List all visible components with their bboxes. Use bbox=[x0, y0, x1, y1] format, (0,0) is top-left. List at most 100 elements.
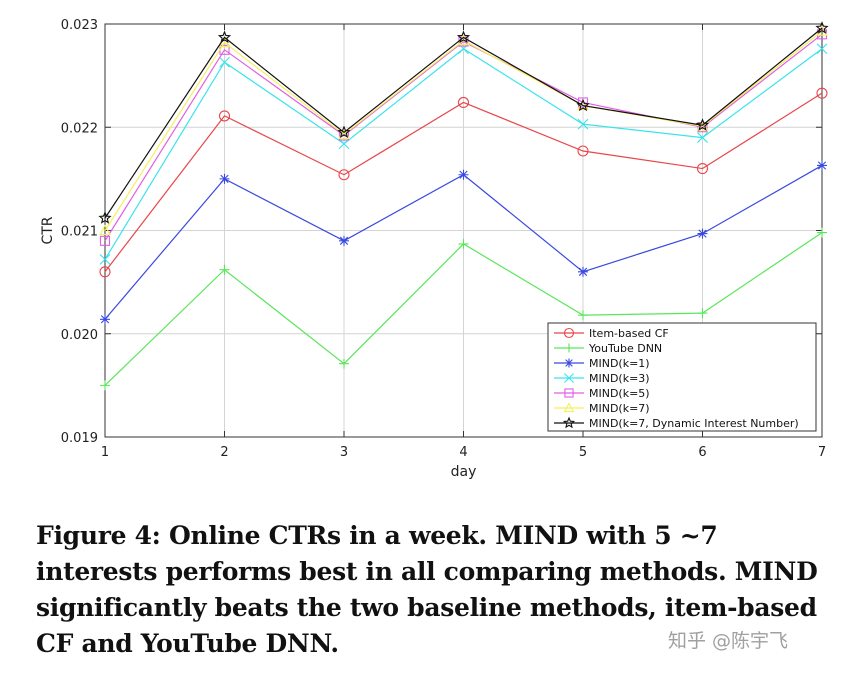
data-point-mind-k-1 bbox=[100, 314, 110, 325]
data-point-mind-k-3 bbox=[697, 132, 708, 143]
marker-shape bbox=[696, 163, 709, 175]
marker-shape bbox=[100, 380, 110, 391]
data-point-mind-k-3 bbox=[99, 254, 111, 265]
data-point-mind-k-1 bbox=[219, 173, 230, 184]
data-point-youtube-dnn bbox=[578, 310, 588, 321]
marker-shape bbox=[218, 110, 231, 122]
marker-shape bbox=[99, 235, 111, 246]
data-point-youtube-dnn bbox=[458, 238, 469, 249]
marker-shape bbox=[338, 130, 350, 141]
data-point-mind-k-1 bbox=[339, 235, 349, 246]
marker-shape bbox=[458, 238, 469, 249]
marker-shape bbox=[577, 118, 589, 130]
x-tick-label: 3 bbox=[340, 445, 348, 460]
data-point-mind-k-5 bbox=[697, 122, 708, 133]
legend-box bbox=[547, 322, 817, 432]
marker-shape bbox=[563, 402, 575, 413]
legend-marker bbox=[562, 416, 576, 429]
data-point-mind-k-1 bbox=[458, 169, 469, 180]
marker-shape bbox=[697, 132, 708, 143]
data-point-mind-k-7-dynamic-interest-number bbox=[337, 125, 351, 139]
marker-shape bbox=[100, 314, 110, 325]
data-point-youtube-dnn bbox=[100, 380, 110, 391]
legend-label: MIND(k=5) bbox=[589, 387, 650, 400]
series-line-item-based-cf bbox=[104, 92, 823, 273]
data-point-youtube-dnn bbox=[219, 264, 230, 275]
data-point-mind-k-1 bbox=[817, 160, 827, 171]
marker-shape bbox=[816, 43, 828, 55]
legend-label: MIND(k=1) bbox=[589, 357, 650, 370]
data-point-mind-k-1 bbox=[578, 266, 588, 277]
marker-shape bbox=[458, 43, 469, 55]
data-point-mind-k-7-dynamic-interest-number bbox=[815, 21, 829, 34]
marker-shape bbox=[219, 264, 230, 275]
legend-label: MIND(k=3) bbox=[589, 372, 650, 385]
marker-shape bbox=[217, 30, 232, 44]
marker-shape bbox=[458, 169, 469, 180]
data-point-mind-k-1 bbox=[697, 228, 708, 239]
y-tick-label: 0.022 bbox=[61, 121, 98, 136]
y-tick-label: 0.020 bbox=[61, 328, 98, 343]
data-point-mind-k-3 bbox=[816, 43, 828, 55]
marker-shape bbox=[577, 99, 589, 111]
data-point-item-based-cf bbox=[338, 169, 350, 181]
data-point-item-based-cf bbox=[218, 110, 231, 122]
data-point-youtube-dnn bbox=[697, 308, 708, 319]
marker-shape bbox=[577, 145, 589, 157]
marker-shape bbox=[817, 160, 827, 171]
figure-caption: Figure 4: Online CTRs in a week. MIND wi… bbox=[36, 521, 818, 658]
x-tick-label: 7 bbox=[818, 445, 826, 460]
marker-shape bbox=[564, 388, 574, 398]
legend-label: Item-based CF bbox=[589, 327, 669, 340]
data-point-item-based-cf bbox=[816, 87, 828, 99]
marker-shape bbox=[457, 96, 470, 109]
marker-shape bbox=[562, 416, 576, 429]
y-axis-label: CTR bbox=[40, 216, 56, 244]
legend-marker bbox=[563, 402, 575, 413]
marker-shape bbox=[697, 228, 708, 239]
legend-label: YouTube DNN bbox=[588, 342, 662, 355]
marker-shape bbox=[219, 56, 230, 68]
marker-shape bbox=[815, 21, 829, 34]
marker-shape bbox=[337, 125, 351, 139]
marker-shape bbox=[576, 98, 590, 112]
data-point-mind-k-3 bbox=[577, 118, 589, 130]
marker-shape bbox=[98, 211, 112, 224]
marker-shape bbox=[564, 373, 574, 383]
data-point-item-based-cf bbox=[577, 145, 589, 157]
ctr-line-chart: 1 2 3 4 5 6 7 0.019 0.020 0.021 0.022 0.023 day CTR It… bbox=[40, 18, 829, 480]
marker-shape bbox=[339, 235, 349, 246]
y-tick-label: 0.021 bbox=[61, 225, 98, 240]
marker-shape bbox=[697, 308, 708, 319]
y-tick-label: 0.019 bbox=[61, 431, 98, 446]
legend-label: MIND(k=7, Dynamic Interest Number) bbox=[589, 417, 799, 430]
data-point-mind-k-7-dynamic-interest-number bbox=[695, 118, 710, 131]
marker-shape bbox=[99, 266, 111, 278]
watermark: 知乎 @陈宇飞 bbox=[668, 630, 789, 652]
x-tick-label: 6 bbox=[698, 445, 706, 460]
data-point-mind-k-3 bbox=[458, 43, 469, 55]
data-point-item-based-cf bbox=[696, 163, 709, 175]
data-point-mind-k-7-dynamic-interest-number bbox=[98, 211, 112, 224]
y-tick-label: 0.023 bbox=[61, 18, 98, 33]
legend-marker bbox=[564, 358, 574, 368]
data-point-mind-k-3 bbox=[219, 56, 230, 68]
x-tick-label: 4 bbox=[459, 445, 467, 460]
data-point-mind-k-7-dynamic-interest-number bbox=[456, 30, 471, 44]
marker-shape bbox=[817, 227, 827, 238]
data-point-item-based-cf bbox=[99, 266, 111, 278]
data-point-youtube-dnn bbox=[339, 358, 349, 369]
data-point-mind-k-7-dynamic-interest-number bbox=[576, 98, 590, 112]
marker-shape bbox=[816, 87, 828, 99]
marker-shape bbox=[578, 266, 588, 277]
marker-shape bbox=[99, 224, 111, 236]
marker-shape bbox=[456, 30, 471, 44]
x-tick-label: 5 bbox=[579, 445, 587, 460]
legend-marker bbox=[564, 388, 574, 398]
legend-label: MIND(k=7) bbox=[589, 402, 650, 415]
marker-shape bbox=[578, 310, 588, 321]
data-point-mind-k-7 bbox=[577, 99, 589, 111]
marker-shape bbox=[339, 358, 349, 369]
marker-shape bbox=[563, 327, 575, 339]
data-point-youtube-dnn bbox=[817, 227, 827, 238]
